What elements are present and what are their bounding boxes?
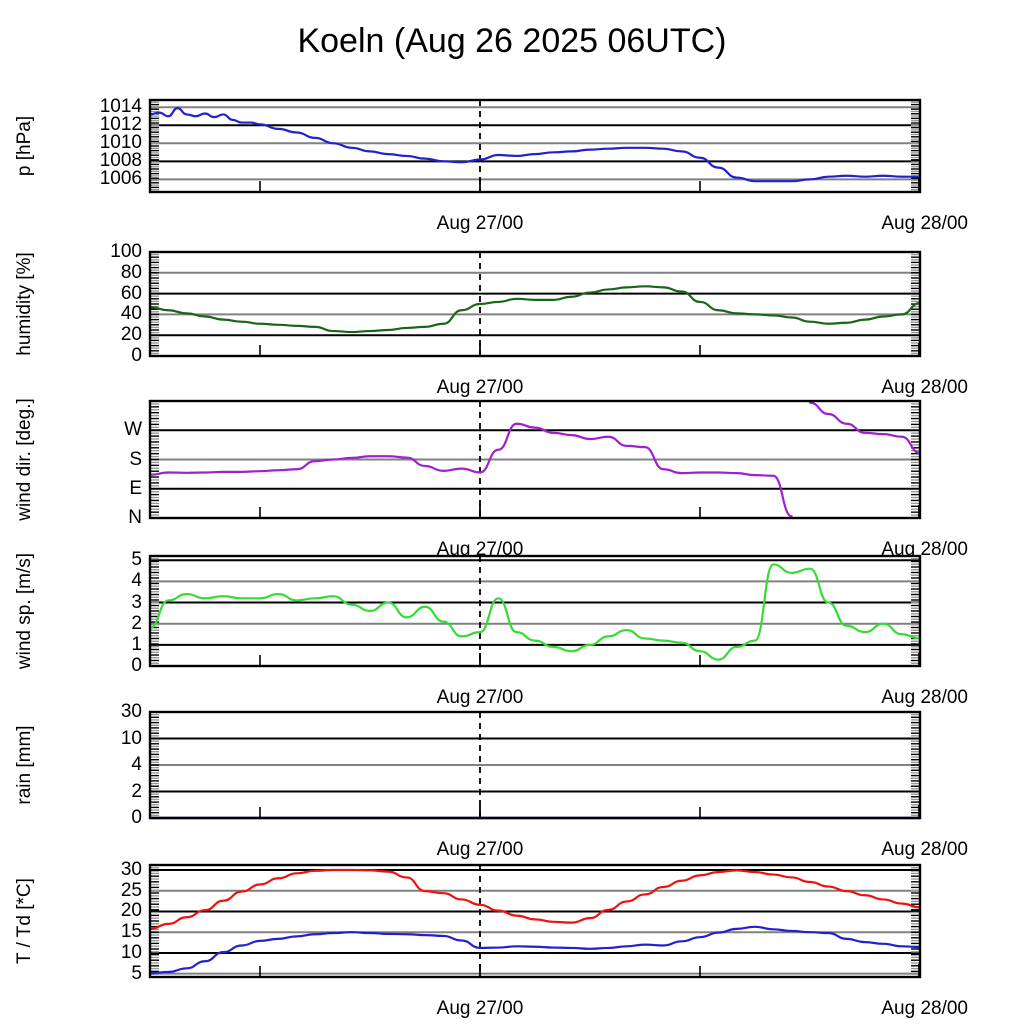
y-tick-label: 1006 — [99, 168, 142, 190]
plot-background — [150, 865, 920, 977]
page-title: Koeln (Aug 26 2025 06UTC) — [297, 22, 727, 60]
y-tick-label: 20 — [120, 324, 142, 346]
panel-rain: 0 2 4 10 30 rain [mm] Aug 27/00 Aug 28/00 — [0, 702, 1024, 862]
y-tick-label: 1008 — [99, 150, 142, 172]
y-tick-label: 1010 — [99, 132, 142, 154]
y-tick-label: 1012 — [99, 114, 142, 136]
y-tick-label: 100 — [110, 241, 142, 262]
series-line-T — [148, 868, 922, 930]
x-tick-label-mid: Aug 27/00 — [436, 539, 524, 560]
plot-frame — [148, 863, 922, 979]
y-tick-label: 25 — [120, 879, 142, 901]
series-line-rh — [148, 285, 922, 334]
y-tick-label: 30 — [120, 701, 142, 722]
y-tick-label: 4 — [131, 570, 142, 592]
x-tick-label-end: Aug 28/00 — [881, 539, 968, 560]
x-tick-label-end: Aug 28/00 — [881, 377, 968, 398]
series-line-dd — [148, 422, 793, 518]
plot-frame — [148, 250, 922, 358]
x-tick-label-mid: Aug 27/00 — [436, 687, 524, 708]
plot-frame — [148, 710, 922, 820]
series-line-Td — [148, 925, 922, 975]
x-tick-label-mid: Aug 27/00 — [436, 213, 524, 234]
y-axis-label-temperature: T / Td [*C] — [14, 878, 35, 964]
y-tick-label: 5 — [131, 549, 142, 571]
y-tick-label: N — [128, 507, 142, 528]
x-tick-label-end: Aug 28/00 — [881, 687, 968, 708]
y-tick-label: 20 — [120, 900, 142, 922]
y-tick-label: 0 — [131, 655, 142, 676]
plot-frame — [148, 554, 922, 668]
panel-pressure: 1006 1008 1010 1012 1014 p [hPa] Aug 27/00 Aug … — [0, 96, 1024, 236]
y-tick-label: 4 — [131, 754, 142, 775]
y-tick-label: 3 — [131, 591, 142, 613]
plot-background — [150, 556, 920, 666]
y-tick-label: W — [124, 419, 142, 441]
y-tick-label: E — [129, 477, 142, 499]
y-tick-label: 2 — [131, 780, 142, 802]
y-tick-label: 0 — [131, 345, 142, 366]
panel-windspeed: 0 1 2 3 4 5 wind sp. [m/s] Aug 27/00 Aug 28/00 — [0, 550, 1024, 710]
y-tick-label: S — [129, 448, 142, 470]
y-tick-label: 40 — [120, 303, 142, 325]
panel-temperature: 5 10 15 20 25 30 T / Td [*C] Aug 27/00 Aug 28/00 — [0, 860, 1024, 1021]
y-tick-label: 60 — [120, 282, 142, 304]
plot-frame — [148, 98, 922, 194]
panel-humidity: 0 20 40 60 80 100 humidity [%] Aug 27/00 Aug 28/… — [0, 242, 1024, 400]
series-line-ff — [148, 563, 922, 661]
y-tick-label: 5 — [131, 962, 142, 984]
plot-background — [150, 100, 920, 192]
series-line-p — [148, 107, 922, 183]
y-tick-label: 80 — [120, 261, 142, 283]
x-tick-label-end: Aug 28/00 — [881, 213, 968, 234]
y-tick-label: 30 — [120, 858, 142, 880]
plot-background — [150, 252, 920, 356]
x-tick-label-end: Aug 28/00 — [881, 839, 968, 860]
y-tick-label: 1 — [131, 633, 142, 655]
series-line-dd — [808, 401, 922, 455]
x-tick-label-mid: Aug 27/00 — [436, 998, 524, 1019]
y-tick-label: 15 — [120, 921, 142, 943]
y-tick-label: 10 — [120, 941, 142, 963]
y-tick-label: 0 — [131, 807, 142, 828]
y-tick-label: 1014 — [99, 96, 142, 118]
y-tick-label: 2 — [131, 612, 142, 634]
plot-frame — [148, 399, 922, 520]
y-tick-label: 10 — [120, 727, 142, 749]
x-tick-label-mid: Aug 27/00 — [436, 839, 524, 860]
x-tick-label-mid: Aug 27/00 — [436, 377, 524, 398]
x-tick-label-end: Aug 28/00 — [881, 998, 968, 1019]
